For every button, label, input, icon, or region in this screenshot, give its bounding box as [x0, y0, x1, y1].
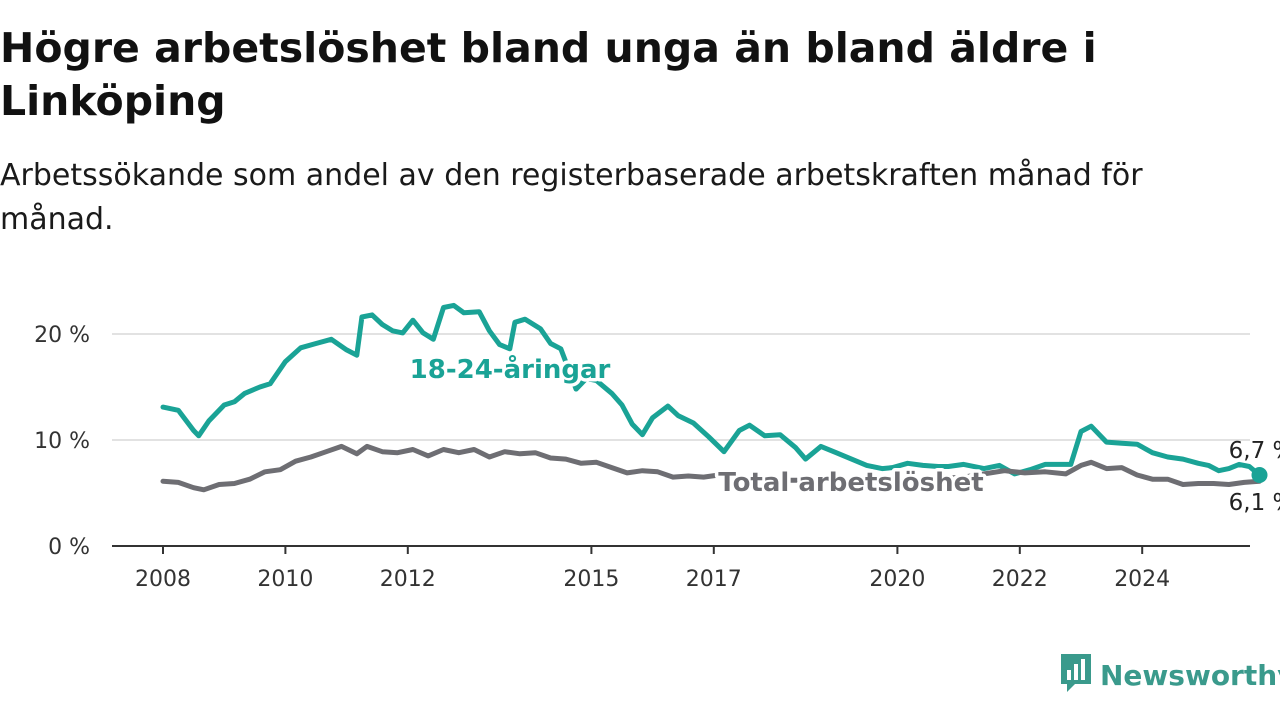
series-line-total [160, 443, 1262, 493]
series-label-total: Total arbetslöshet [718, 468, 983, 498]
end-value-total: 6,1 % [1229, 490, 1280, 516]
series-lines [160, 302, 1268, 493]
chart-subtitle: Arbetssökande som andel av den registerb… [0, 158, 1143, 237]
end-value-youth: 6,7 % [1229, 438, 1280, 464]
x-tick-label: 2012 [380, 567, 436, 592]
x-tick-label: 2022 [992, 567, 1048, 592]
newsworthy-logo: Newsworthy [1058, 652, 1280, 698]
y-tick-label: 0 % [48, 535, 90, 560]
gridlines [112, 333, 1250, 441]
x-tick-label: 2017 [686, 567, 742, 592]
y-axis-labels: 0 % 10 % 20 % [34, 323, 90, 560]
x-tick-label: 2010 [257, 567, 313, 592]
series-labels: 18-24-åringar Total arbetslöshet 6,7 % 6,1 … [406, 350, 1280, 517]
series-label-youth: 18-24-åringar [410, 353, 611, 385]
series-end-marker [1251, 466, 1268, 483]
brand-name: Newsworthy [1100, 658, 1280, 692]
chart-title: Högre arbetslöshet bland unga än bland ä… [0, 24, 1097, 125]
x-tick-label: 2024 [1114, 567, 1170, 592]
y-tick-label: 20 % [34, 323, 90, 348]
x-tick-label: 2008 [135, 567, 191, 592]
series-line-youth [160, 302, 1262, 478]
x-tick-label: 2015 [563, 567, 619, 592]
x-axis: 2008 2010 2012 2015 2017 2020 2022 2024 [112, 545, 1250, 592]
line-chart: 0 % 10 % 20 % 2008 2010 2012 2015 2017 2020 2022… [34, 302, 1280, 592]
y-tick-label: 10 % [34, 429, 90, 454]
bar-chart-speech-bubble-icon [1058, 651, 1094, 699]
x-tick-label: 2020 [869, 567, 925, 592]
